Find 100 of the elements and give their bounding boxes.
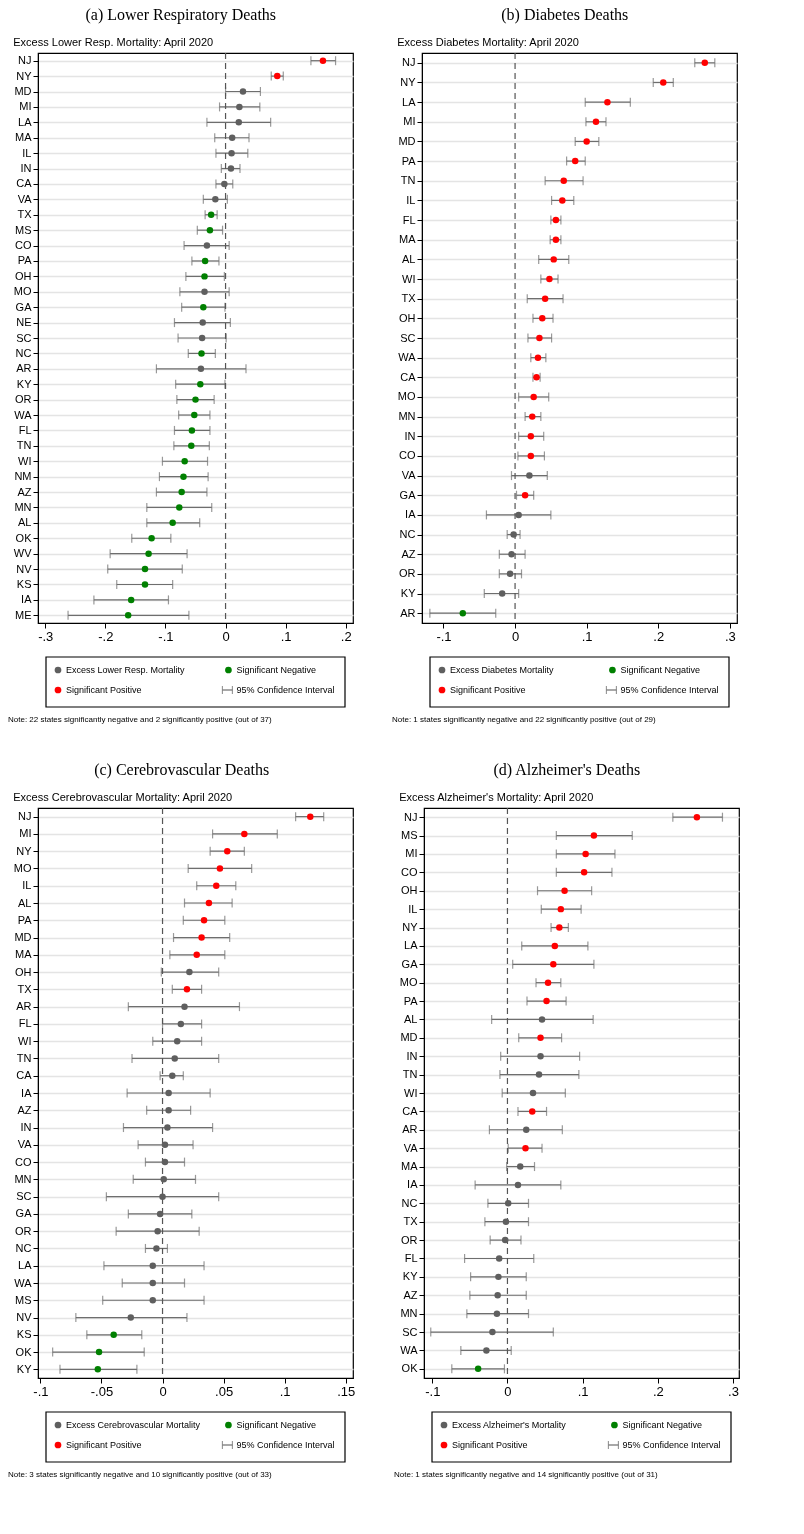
point bbox=[177, 1020, 185, 1028]
point bbox=[203, 242, 211, 249]
y-tick-label: IA bbox=[407, 1178, 419, 1191]
y-tick-label: PA bbox=[401, 154, 417, 167]
point bbox=[213, 882, 220, 889]
point bbox=[154, 1227, 161, 1235]
y-tick-label: TX bbox=[17, 982, 33, 995]
y-tick-label: MO bbox=[399, 976, 418, 989]
y-tick-label: FL bbox=[18, 423, 32, 436]
y-tick-label: PA bbox=[17, 254, 33, 267]
y-tick-label: CO bbox=[15, 239, 32, 252]
point bbox=[514, 1181, 522, 1189]
point bbox=[580, 869, 588, 876]
x-tick-label: .1 bbox=[581, 628, 593, 644]
point bbox=[169, 1072, 176, 1079]
y-tick-label: AZ bbox=[403, 1288, 418, 1301]
y-tick-label: WV bbox=[13, 547, 33, 560]
y-tick-label: MO bbox=[397, 390, 416, 403]
y-tick-label: TN bbox=[402, 1068, 418, 1081]
y-tick-label: MI bbox=[403, 115, 416, 128]
point bbox=[604, 98, 611, 106]
y-tick-label: IN bbox=[406, 1049, 418, 1062]
point bbox=[165, 1107, 172, 1114]
point bbox=[319, 57, 327, 64]
y-tick-label: OR bbox=[399, 567, 416, 580]
point bbox=[221, 180, 228, 188]
point bbox=[148, 535, 155, 542]
legend-label: Significant Positive bbox=[66, 685, 142, 695]
y-tick-label: VA bbox=[17, 1138, 33, 1151]
point bbox=[206, 226, 214, 234]
point bbox=[522, 1144, 529, 1152]
y-tick-label: NJ bbox=[404, 810, 418, 823]
y-tick-label: CA bbox=[400, 370, 417, 383]
point bbox=[539, 315, 546, 322]
y-tick-label: AR bbox=[402, 1123, 418, 1136]
point bbox=[197, 365, 205, 373]
y-tick-label: IA bbox=[21, 593, 33, 606]
point bbox=[693, 813, 701, 821]
y-tick-label: TX bbox=[17, 208, 33, 221]
y-tick-label: NC bbox=[15, 346, 32, 359]
y-tick-label: IN bbox=[20, 1121, 32, 1134]
point bbox=[537, 1034, 544, 1042]
y-tick-label: MI bbox=[405, 847, 418, 860]
y-tick-label: OH bbox=[15, 965, 32, 978]
legend-label: Excess Diabetes Mortality bbox=[450, 665, 555, 675]
y-tick-label: IA bbox=[21, 1086, 33, 1099]
point bbox=[176, 504, 183, 511]
point bbox=[127, 1314, 135, 1321]
y-tick-label: KY bbox=[16, 377, 33, 390]
x-tick-label: .1 bbox=[280, 628, 292, 644]
point bbox=[526, 472, 533, 479]
y-tick-label: KY bbox=[16, 1362, 33, 1375]
y-tick-label: NC bbox=[399, 528, 416, 541]
legend-label: Excess Cerebrovascular Mortality bbox=[66, 1420, 201, 1430]
point bbox=[95, 1348, 103, 1356]
y-tick-label: WI bbox=[402, 272, 416, 285]
point bbox=[235, 119, 243, 126]
point bbox=[173, 1037, 181, 1045]
point bbox=[216, 865, 224, 872]
point bbox=[239, 88, 247, 95]
point bbox=[200, 917, 208, 924]
point bbox=[489, 1328, 496, 1336]
point bbox=[561, 887, 568, 894]
point bbox=[141, 565, 149, 573]
point bbox=[501, 1236, 509, 1244]
y-tick-label: GA bbox=[15, 300, 33, 313]
y-tick-label: OR bbox=[15, 393, 32, 406]
chart-subtitle: Excess Diabetes Mortality: April 2020 bbox=[397, 36, 579, 49]
x-tick-label: 0 bbox=[511, 628, 520, 644]
point bbox=[197, 380, 204, 388]
y-tick-label: FL bbox=[18, 1017, 32, 1030]
point bbox=[538, 1016, 546, 1023]
point bbox=[515, 511, 522, 519]
point bbox=[543, 997, 550, 1005]
point bbox=[159, 1193, 166, 1200]
legend-label: Excess Lower Resp. Mortality bbox=[66, 665, 186, 675]
point bbox=[156, 1210, 164, 1218]
x-tick-label: .2 bbox=[652, 1383, 664, 1399]
point bbox=[544, 979, 552, 986]
x-tick-label: 0 bbox=[159, 1383, 167, 1399]
x-tick-label: .2 bbox=[340, 628, 352, 644]
y-tick-label: CA bbox=[402, 1104, 419, 1117]
point bbox=[530, 393, 537, 401]
y-tick-label: FL bbox=[402, 213, 416, 226]
y-tick-label: CO bbox=[399, 449, 416, 462]
point bbox=[199, 319, 206, 326]
y-tick-label: TN bbox=[400, 174, 416, 187]
chart-title: (d) Alzheimer's Deaths bbox=[493, 760, 641, 779]
point bbox=[559, 197, 566, 204]
legend-label: Significant Positive bbox=[452, 1440, 528, 1450]
point bbox=[227, 165, 235, 172]
y-tick-label: PA bbox=[17, 913, 33, 926]
y-tick-label: OK bbox=[15, 1345, 33, 1358]
y-tick-label: KS bbox=[16, 577, 32, 590]
x-tick-label: .2 bbox=[653, 628, 665, 644]
point bbox=[191, 411, 198, 419]
y-tick-label: OK bbox=[15, 531, 33, 544]
point bbox=[228, 134, 236, 141]
y-tick-label: WI bbox=[404, 1086, 418, 1099]
point bbox=[495, 1255, 503, 1262]
